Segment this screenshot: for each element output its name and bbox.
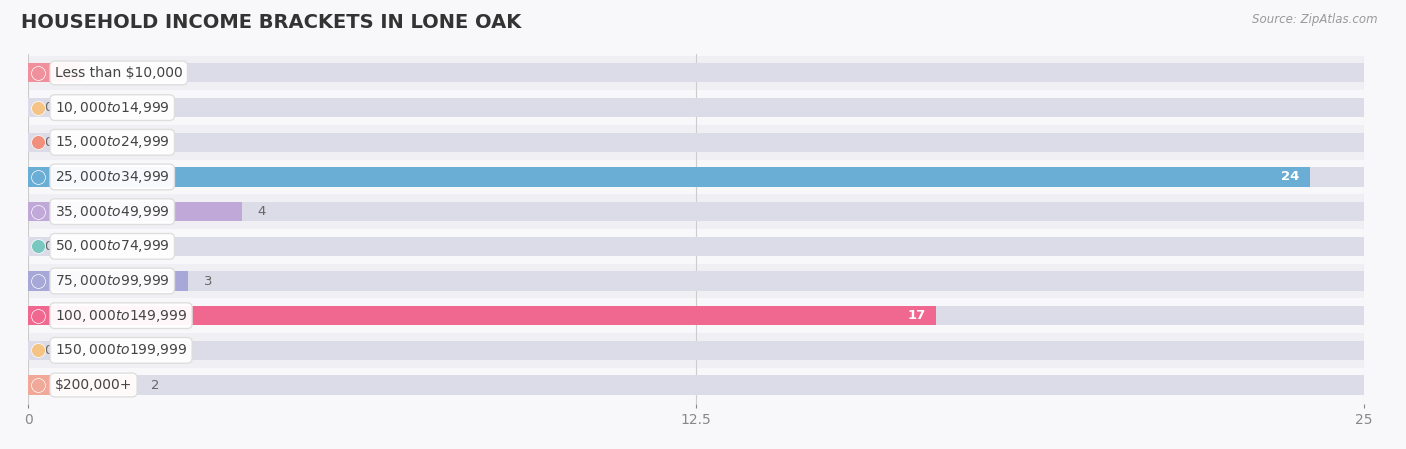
Bar <box>28 160 1364 194</box>
Text: 17: 17 <box>907 309 925 322</box>
Text: $25,000 to $34,999: $25,000 to $34,999 <box>55 169 170 185</box>
Bar <box>28 63 1364 83</box>
Bar <box>28 368 1364 402</box>
Bar <box>28 194 1364 229</box>
Bar <box>28 125 1364 160</box>
Bar <box>28 375 135 395</box>
Text: 3: 3 <box>204 274 212 287</box>
Text: 0: 0 <box>44 240 52 253</box>
Text: 0: 0 <box>44 101 52 114</box>
Bar <box>28 229 1364 264</box>
Bar <box>28 56 1364 90</box>
Bar <box>28 237 1364 256</box>
Bar <box>28 202 1364 221</box>
Text: 1: 1 <box>97 66 105 79</box>
Bar <box>28 98 1364 117</box>
Text: 0: 0 <box>44 344 52 357</box>
Bar <box>28 306 1364 325</box>
Bar <box>28 202 242 221</box>
Bar <box>28 375 1364 395</box>
Text: $50,000 to $74,999: $50,000 to $74,999 <box>55 238 170 254</box>
Text: $10,000 to $14,999: $10,000 to $14,999 <box>55 100 170 116</box>
Text: 4: 4 <box>257 205 266 218</box>
Bar <box>28 90 1364 125</box>
Text: Source: ZipAtlas.com: Source: ZipAtlas.com <box>1253 13 1378 26</box>
Text: $150,000 to $199,999: $150,000 to $199,999 <box>55 342 187 358</box>
Bar <box>28 298 1364 333</box>
Bar <box>28 341 1364 360</box>
Text: 24: 24 <box>1281 171 1299 184</box>
Text: 2: 2 <box>150 379 159 392</box>
Bar <box>28 272 188 291</box>
Bar <box>28 167 1310 186</box>
Bar <box>28 167 1364 186</box>
Bar <box>28 264 1364 298</box>
Text: HOUSEHOLD INCOME BRACKETS IN LONE OAK: HOUSEHOLD INCOME BRACKETS IN LONE OAK <box>21 13 522 32</box>
Bar <box>28 133 1364 152</box>
Bar <box>28 333 1364 368</box>
Text: $35,000 to $49,999: $35,000 to $49,999 <box>55 204 170 220</box>
Text: $200,000+: $200,000+ <box>55 378 132 392</box>
Text: $15,000 to $24,999: $15,000 to $24,999 <box>55 134 170 150</box>
Bar <box>28 306 936 325</box>
Bar <box>28 272 1364 291</box>
Text: $100,000 to $149,999: $100,000 to $149,999 <box>55 308 187 324</box>
Text: $75,000 to $99,999: $75,000 to $99,999 <box>55 273 170 289</box>
Text: 0: 0 <box>44 136 52 149</box>
Bar <box>28 63 82 83</box>
Text: Less than $10,000: Less than $10,000 <box>55 66 183 80</box>
